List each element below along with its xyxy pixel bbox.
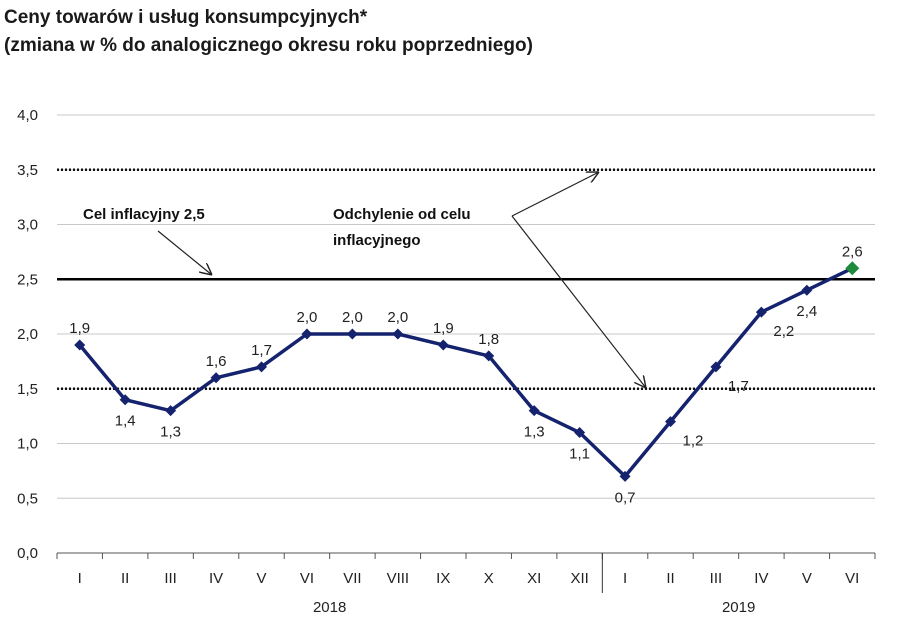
data-point-marker [574, 427, 586, 439]
data-label: 2,0 [387, 309, 408, 326]
data-label: 2,2 [773, 323, 794, 340]
x-tick-label: X [484, 570, 494, 587]
chart-title: Ceny towarów i usług konsumpcyjnych* [4, 7, 368, 28]
data-label: 1,6 [206, 353, 227, 370]
data-point-marker [301, 328, 313, 340]
data-point-marker [210, 372, 222, 384]
data-point-marker [710, 361, 722, 373]
chart-subtitle: (zmiana w % do analogicznego okresu roku… [4, 35, 533, 56]
x-tick-label: I [78, 570, 82, 587]
y-tick-label: 4,0 [17, 107, 38, 124]
x-tick-label: III [164, 570, 177, 587]
data-point-marker [119, 394, 131, 406]
band-annotation-line2: inflacyjnego [333, 232, 421, 249]
band-arrow-upper [511, 172, 599, 217]
x-tick-label: III [710, 570, 723, 587]
target-annotation: Cel inflacyjny 2,5 [83, 206, 205, 223]
data-point-marker [845, 261, 860, 276]
data-label: 1,7 [251, 342, 272, 359]
x-tick-label: VI [300, 570, 314, 587]
series-line [78, 266, 854, 479]
y-tick-label: 2,5 [17, 271, 38, 288]
x-tick-label: IX [436, 570, 450, 587]
data-label: 1,4 [115, 413, 136, 430]
data-point-marker [346, 328, 358, 340]
data-point-marker [619, 470, 631, 482]
x-tick-label: VII [343, 570, 361, 587]
data-point-marker [528, 405, 540, 417]
x-tick-label: I [623, 570, 627, 587]
target-arrow [157, 230, 212, 275]
year-label: 2018 [313, 599, 346, 616]
data-point-marker [437, 339, 449, 351]
data-point-marker [801, 284, 813, 296]
x-tick-label: II [666, 570, 674, 587]
data-label: 2,6 [842, 243, 863, 260]
y-tick-label: 3,0 [17, 217, 38, 234]
data-label: 1,3 [524, 424, 545, 441]
data-label: 2,0 [342, 309, 363, 326]
data-label: 0,7 [615, 489, 636, 506]
x-tick-label: XI [527, 570, 541, 587]
data-label: 1,3 [160, 424, 181, 441]
data-point-marker [483, 350, 495, 362]
data-label: 1,2 [683, 433, 704, 450]
x-tick-label: VIII [387, 570, 410, 587]
data-point-marker [74, 339, 86, 351]
data-label: 1,9 [69, 320, 90, 337]
year-label: 2019 [722, 599, 755, 616]
y-tick-label: 2,0 [17, 326, 38, 343]
x-tick-label: IV [209, 570, 223, 587]
x-tick-label: VI [845, 570, 859, 587]
data-label: 1,1 [569, 446, 590, 463]
data-point-marker [165, 405, 177, 417]
y-tick-label: 1,0 [17, 436, 38, 453]
x-tick-label: II [121, 570, 129, 587]
data-point-marker [755, 306, 767, 318]
y-tick-label: 0,5 [17, 490, 38, 507]
data-label: 1,8 [478, 331, 499, 348]
data-label: 2,4 [796, 303, 817, 320]
y-tick-label: 0,0 [17, 545, 38, 562]
data-point-marker [392, 328, 404, 340]
x-tick-label: V [802, 570, 812, 587]
x-tick-label: XII [570, 570, 588, 587]
x-tick-label: IV [754, 570, 768, 587]
data-label: 1,9 [433, 320, 454, 337]
band-arrow-lower [511, 215, 646, 388]
data-point-marker [256, 361, 267, 373]
y-tick-label: 3,5 [17, 162, 38, 179]
data-point-marker [665, 416, 676, 428]
data-label: 1,7 [728, 378, 749, 395]
data-label: 2,0 [297, 309, 318, 326]
x-tick-label: V [256, 570, 266, 587]
y-tick-label: 1,5 [17, 381, 38, 398]
band-annotation-line1: Odchylenie od celu [333, 206, 471, 223]
